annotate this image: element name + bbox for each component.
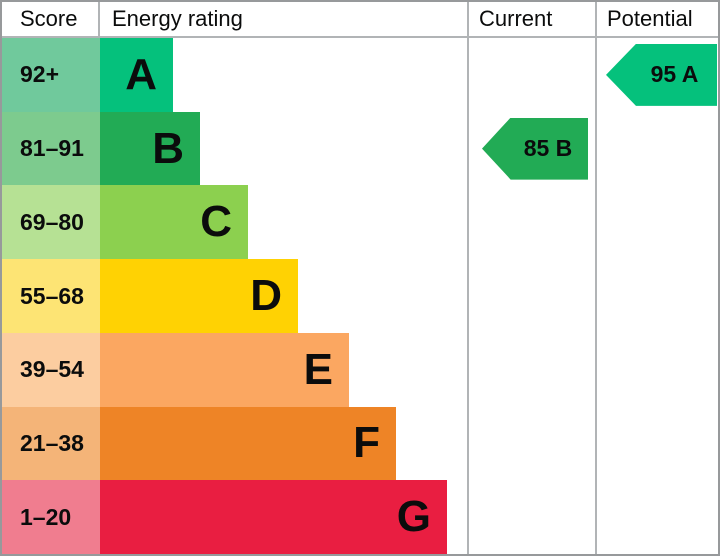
band-bar-g: G (100, 480, 447, 554)
band-letter-g: G (396, 492, 431, 542)
column-divider-potential (595, 2, 597, 554)
band-letter-e: E (303, 344, 333, 394)
band-letter-b: B (152, 123, 184, 173)
band-bar-e: E (100, 332, 349, 407)
score-range-b: 81–91 (2, 111, 100, 186)
energy-rating-column-header: Energy rating (112, 6, 243, 31)
column-divider-current (467, 2, 469, 554)
rating-bands: 92+ A 81–91 B 69–80 C 55–68 D 39–54 E 21… (2, 38, 718, 554)
band-bar-f: F (100, 406, 396, 481)
current-rating-label: 85 B (523, 135, 573, 162)
potential-rating-label: 95 A (650, 61, 699, 88)
potential-column-header: Potential (607, 6, 693, 31)
band-row-f: 21–38 F (2, 406, 718, 481)
score-column-header: Score (2, 2, 100, 36)
score-range-f: 21–38 (2, 406, 100, 481)
band-letter-d: D (250, 271, 282, 321)
band-bar-a: A (100, 38, 173, 112)
band-row-d: 55–68 D (2, 259, 718, 333)
band-letter-c: C (200, 197, 232, 247)
band-row-g: 1–20 G (2, 480, 718, 554)
band-letter-a: A (125, 49, 157, 99)
score-range-e: 39–54 (2, 332, 100, 407)
band-row-e: 39–54 E (2, 332, 718, 407)
current-column-header: Current (479, 6, 553, 31)
band-row-a: 92+ A (2, 38, 718, 112)
band-bar-d: D (100, 259, 298, 333)
band-row-c: 69–80 C (2, 185, 718, 260)
score-range-a: 92+ (2, 38, 100, 112)
band-row-b: 81–91 B (2, 111, 718, 186)
score-range-c: 69–80 (2, 185, 100, 260)
band-letter-f: F (353, 418, 380, 468)
band-bar-c: C (100, 185, 248, 260)
chart-header: Score Energy rating Current Potential (2, 2, 718, 38)
score-range-d: 55–68 (2, 259, 100, 333)
band-bar-b: B (100, 111, 200, 186)
score-range-g: 1–20 (2, 480, 100, 554)
